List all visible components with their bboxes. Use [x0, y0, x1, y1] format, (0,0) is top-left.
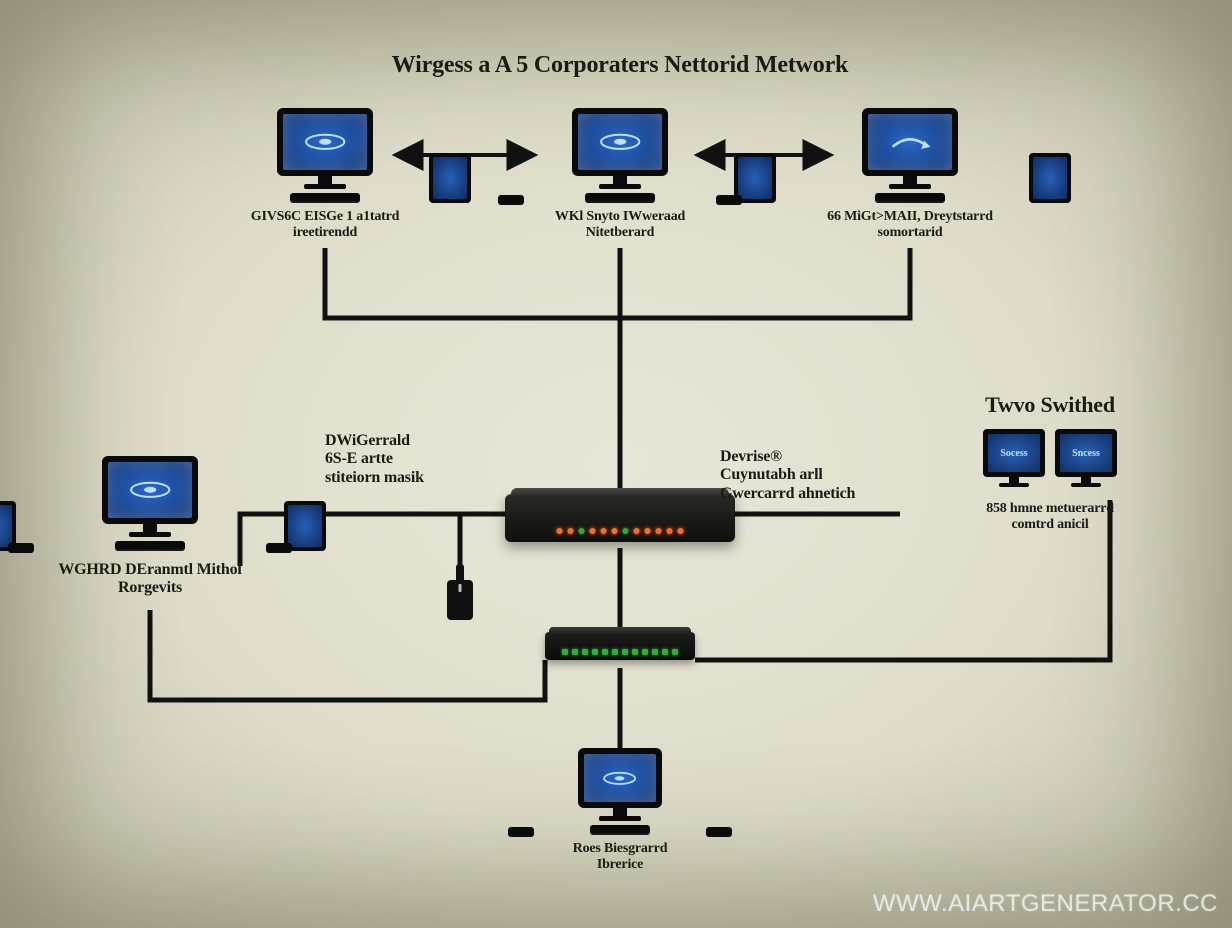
diagram-canvas: Wirgess a A 5 Corporaters Nettorid Metwo…	[0, 0, 1232, 928]
watermark-text: WWW.AIARTGENERATOR.CC	[873, 890, 1218, 918]
workstation-top-right: 66 MiGt>MAII, Dreytstarrd somortarid	[795, 108, 1025, 241]
wire-left-to-switch	[150, 610, 545, 700]
router-device	[500, 494, 740, 542]
switch-device	[540, 632, 700, 660]
title-text: Wirgess a A 5 Corporaters Nettorid Metwo…	[392, 52, 848, 80]
workstation-bottom: Roes Biesgrarrd Ibrerice	[520, 748, 720, 873]
tiny-monitor-2: Sncess	[1055, 429, 1117, 487]
tiny-1-screen-text: Socess	[988, 434, 1040, 472]
tiny-monitor-1: Socess	[983, 429, 1045, 487]
workstation-top-mid: WKl Snyto IWweraad Nitetberard	[510, 108, 730, 241]
switch-leds	[562, 649, 678, 655]
switch-box	[545, 632, 695, 660]
ws-graphic	[510, 108, 730, 203]
two-switched-title: Twvo Swithed	[940, 392, 1160, 417]
ws-left-label: WGHRD DEranmtl Mithol Rorgevits	[20, 561, 280, 598]
label-devise: Devrise® Cuynutabh arll Gwercarrd ahneti…	[720, 448, 920, 503]
devise-text: Devrise® Cuynutabh arll Gwercarrd ahneti…	[720, 448, 920, 503]
two-switched-group: Twvo Swithed Socess Sncess 858 hmne metu…	[940, 392, 1160, 533]
tiny-2-screen-text: Sncess	[1060, 434, 1112, 472]
ws-top-left-label: GIVS6C EISGe 1 a1tatrd ireetirendd	[225, 209, 425, 241]
ws-graphic	[20, 456, 280, 551]
router-leds	[557, 528, 684, 534]
ws-bottom-label: Roes Biesgrarrd Ibrerice	[520, 841, 720, 873]
two-switched-sub: 858 hmne metuerarrd comtrd anicil	[940, 501, 1160, 533]
ws-top-right-label: 66 MiGt>MAII, Dreytstarrd somortarid	[795, 209, 1025, 241]
tiny-monitors: Socess Sncess	[940, 429, 1160, 487]
wire-topleft-down	[325, 248, 620, 318]
ws-graphic	[795, 108, 1025, 203]
ws-top-mid-label: WKl Snyto IWweraad Nitetberard	[510, 209, 730, 241]
dw-gerard-text: DWiGerrald 6S-E artte stiteiorn masik	[325, 432, 495, 487]
label-dw-gerard: DWiGerrald 6S-E artte stiteiorn masik	[325, 432, 495, 487]
ws-graphic	[520, 748, 720, 835]
wire-topright-down	[620, 248, 910, 318]
adapter-plug	[447, 580, 473, 620]
workstation-top-left: GIVS6C EISGe 1 a1tatrd ireetirendd	[225, 108, 425, 241]
ws-graphic	[225, 108, 425, 203]
workstation-left: WGHRD DEranmtl Mithol Rorgevits	[20, 456, 280, 598]
diagram-title: Wirgess a A 5 Corporaters Nettorid Metwo…	[392, 52, 848, 80]
router-box	[505, 494, 735, 542]
